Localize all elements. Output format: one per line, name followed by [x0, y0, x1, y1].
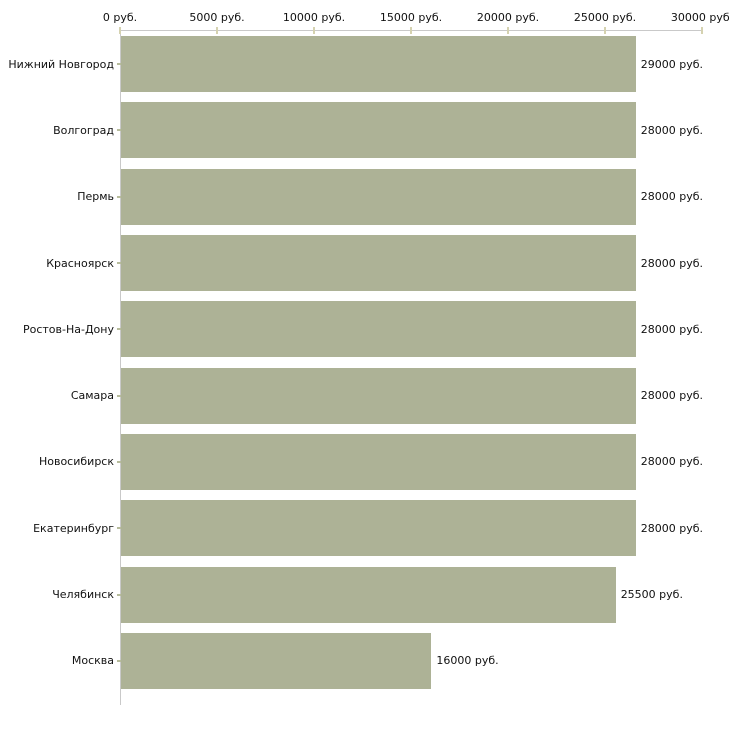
x-tick-mark [507, 27, 509, 34]
x-tick-mark [216, 27, 218, 34]
category-label: Ростов-На-Дону [22, 322, 114, 336]
y-tick-mark [117, 527, 124, 530]
bar-row: 25500 руб. [121, 561, 703, 627]
category-label: Челябинск [52, 588, 114, 602]
bar-row: 28000 руб. [121, 495, 703, 561]
bar [121, 36, 636, 93]
category-label: Красноярск [46, 256, 114, 270]
bar-value-label: 25500 руб. [620, 588, 683, 602]
category-label: Пермь [77, 190, 114, 204]
x-tick-label: 10000 руб. [282, 11, 346, 24]
bar-row: 16000 руб. [121, 628, 703, 694]
bar-row: 28000 руб. [121, 296, 703, 362]
bar-value-label: 28000 руб. [640, 389, 703, 403]
bar-value-label: 28000 руб. [640, 190, 703, 204]
x-tick-label: 5000 руб. [189, 11, 245, 24]
x-tick-mark [701, 27, 703, 34]
bar [121, 367, 636, 424]
y-tick-mark [117, 659, 124, 662]
bar-value-label: 28000 руб. [640, 322, 703, 336]
bar [121, 566, 616, 623]
bar-value-label: 28000 руб. [640, 455, 703, 469]
x-tick-label: 25000 руб. [573, 11, 637, 24]
category-label: Самара [70, 389, 114, 403]
bar [121, 168, 636, 225]
y-axis: Нижний Новгород Волгоград Пермь Красноярск Р… [0, 31, 117, 694]
bar-row: 28000 руб. [121, 362, 703, 428]
x-tick-label: 15000 руб. [379, 11, 443, 24]
category-label: Волгоград [53, 123, 114, 137]
bar [121, 433, 636, 490]
x-tick-mark [119, 27, 121, 34]
bar [121, 102, 636, 159]
x-tick-mark [313, 27, 315, 34]
y-tick-mark [117, 460, 124, 463]
x-tick-mark [410, 27, 412, 34]
x-tick-label: 30000 руб. [670, 11, 730, 24]
bar-value-label: 28000 руб. [640, 123, 703, 137]
bar [121, 632, 432, 689]
category-label: Москва [71, 654, 114, 668]
category-label: Екатеринбург [33, 521, 114, 535]
x-tick-mark [604, 27, 606, 34]
y-tick-mark [117, 394, 124, 397]
bar-row: 28000 руб. [121, 230, 703, 296]
y-tick-mark [117, 195, 124, 198]
bar [121, 301, 636, 358]
y-tick-mark [117, 129, 124, 132]
bar-value-label: 16000 руб. [436, 654, 499, 668]
y-tick-mark [117, 262, 124, 265]
y-tick-mark [117, 593, 124, 596]
category-label: Новосибирск [38, 455, 114, 469]
bar-value-label: 29000 руб. [640, 57, 703, 71]
bar-value-label: 28000 руб. [640, 521, 703, 535]
bar [121, 235, 636, 292]
bar-value-label: 28000 руб. [640, 256, 703, 270]
bars-container: 29000 руб. 28000 руб. 28000 руб. 28000 руб.… [121, 31, 703, 694]
x-tick-label: 0 руб. [102, 11, 138, 24]
bar-row: 29000 руб. [121, 31, 703, 97]
y-tick-mark [117, 328, 124, 331]
bar-row: 28000 руб. [121, 97, 703, 163]
y-tick-mark [117, 63, 124, 66]
bar-row: 28000 руб. [121, 429, 703, 495]
x-tick-label: 20000 руб. [476, 11, 540, 24]
bar-row: 28000 руб. [121, 164, 703, 230]
bar [121, 500, 636, 557]
category-label: Нижний Новгород [8, 57, 114, 71]
